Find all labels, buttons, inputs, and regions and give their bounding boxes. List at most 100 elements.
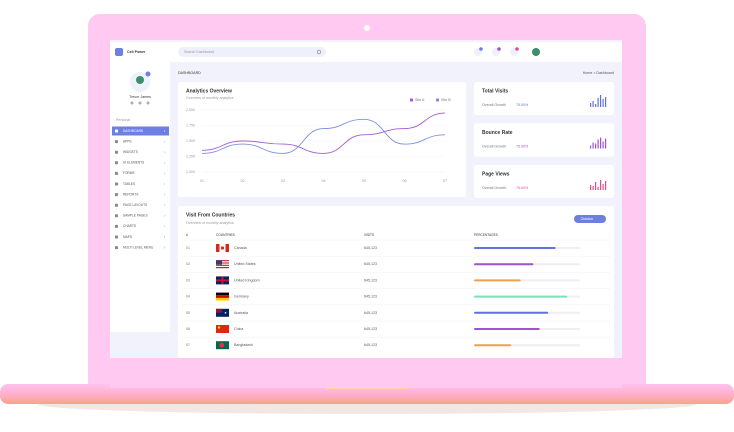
icon bbox=[130, 101, 134, 105]
avatar-head bbox=[136, 76, 144, 84]
menu-icon bbox=[115, 182, 118, 186]
line-series bbox=[201, 112, 446, 154]
filter-label: October bbox=[581, 217, 595, 221]
icon bbox=[138, 101, 142, 105]
spark-bar bbox=[592, 186, 594, 190]
country: China bbox=[234, 327, 243, 331]
y-tick-label: 2,000 bbox=[186, 108, 195, 112]
chart-subtitle: Overview of monthly analytics bbox=[186, 96, 234, 100]
menu-item[interactable]: MAPS bbox=[123, 235, 132, 239]
progress-bar bbox=[474, 247, 556, 249]
progress-bar bbox=[474, 295, 568, 298]
spark-bar bbox=[602, 99, 604, 107]
legend-label: Site B bbox=[441, 98, 451, 102]
flag bbox=[219, 342, 225, 348]
spark-bar bbox=[595, 182, 597, 190]
x-tick-label: 04 bbox=[322, 179, 326, 183]
flag bbox=[216, 261, 229, 263]
spark-bar bbox=[605, 138, 607, 149]
legend-swatch bbox=[436, 98, 439, 102]
menu-chevron bbox=[163, 129, 166, 133]
menu-chevron bbox=[163, 225, 166, 228]
brand: Cell Power bbox=[127, 50, 146, 54]
spark-bar bbox=[602, 184, 604, 190]
breadcrumb[interactable]: Home > Dashboard bbox=[583, 71, 614, 75]
status bbox=[145, 71, 151, 77]
menu-item[interactable]: WIDGETS bbox=[123, 150, 138, 154]
row-id: 05 bbox=[186, 311, 190, 315]
progress-bar bbox=[474, 328, 540, 330]
stat-title: Page Views bbox=[482, 171, 510, 177]
column-header: VISITS bbox=[364, 233, 374, 237]
menu-icon bbox=[115, 224, 118, 228]
flag bbox=[217, 326, 221, 329]
flag bbox=[225, 244, 229, 252]
progress-bar bbox=[474, 263, 534, 266]
spark-bar bbox=[602, 141, 604, 149]
flag bbox=[216, 265, 229, 268]
menu-icon bbox=[115, 235, 118, 239]
menu-item[interactable]: DASHBOARD bbox=[123, 129, 144, 133]
visits: 645,123 bbox=[364, 327, 377, 331]
analytics-card bbox=[178, 82, 466, 197]
menu-item[interactable]: CHARTS bbox=[123, 224, 136, 228]
stat-growth: 75.00% bbox=[516, 144, 529, 148]
flag bbox=[216, 292, 229, 296]
flag bbox=[216, 267, 229, 269]
visits: 645,123 bbox=[364, 343, 377, 347]
stat-growth-label: Overall Growth bbox=[482, 144, 506, 148]
flag bbox=[216, 264, 229, 266]
section-label: Personal bbox=[116, 118, 130, 122]
country: Canada bbox=[234, 246, 247, 250]
stat-card bbox=[474, 82, 614, 115]
line-series bbox=[201, 118, 446, 154]
menu-item[interactable]: PAGE LAYOUTS bbox=[123, 203, 147, 207]
page-title: DASHBOARD bbox=[178, 71, 201, 75]
country: Bangladesh bbox=[234, 343, 253, 347]
flag bbox=[216, 325, 229, 333]
badge bbox=[515, 47, 519, 51]
search-box[interactable] bbox=[178, 47, 326, 57]
visits: 645,123 bbox=[364, 262, 377, 266]
x-tick-label: 02 bbox=[241, 179, 245, 183]
flag bbox=[216, 260, 229, 262]
menu-item[interactable]: REPORTS bbox=[123, 192, 138, 196]
spark-bar bbox=[600, 180, 602, 190]
spark-bar bbox=[597, 98, 599, 107]
stat-title: Total Visits bbox=[482, 88, 508, 94]
menu-item[interactable]: SAMPLE PAGES bbox=[123, 214, 148, 218]
progress-bar bbox=[474, 311, 549, 314]
menu-icon bbox=[115, 140, 118, 144]
chart-title: Analytics Overview bbox=[186, 88, 232, 94]
spark-bar bbox=[605, 97, 607, 107]
stat-growth-label: Overall Growth bbox=[482, 186, 506, 190]
menu-item[interactable]: MULTI LEVEL MENU bbox=[123, 245, 154, 249]
y-tick-label: 1,250 bbox=[186, 154, 195, 158]
country: United States bbox=[234, 262, 256, 266]
menu-item[interactable]: UI ELEMENTS bbox=[123, 161, 144, 165]
spark-bar bbox=[600, 95, 602, 107]
visits: 645,123 bbox=[364, 311, 377, 315]
profile-avatar[interactable] bbox=[532, 48, 540, 56]
menu-chevron bbox=[163, 246, 166, 249]
table-card bbox=[178, 206, 614, 360]
menu-active bbox=[112, 126, 169, 136]
menu-icon bbox=[115, 246, 118, 250]
menu-chevron bbox=[163, 204, 166, 207]
row-id: 06 bbox=[186, 327, 190, 331]
menu-item[interactable]: APPS bbox=[123, 139, 132, 143]
flag bbox=[216, 244, 220, 252]
table-subtitle: Overview of monthly analytics bbox=[186, 221, 234, 225]
search-icon[interactable] bbox=[316, 49, 322, 55]
filter-button[interactable] bbox=[574, 215, 606, 223]
menu-item[interactable]: FORMS bbox=[123, 171, 135, 175]
visits: 645,123 bbox=[364, 295, 377, 299]
laptop-base bbox=[0, 384, 734, 404]
flag bbox=[216, 263, 229, 265]
x-tick-label: 07 bbox=[443, 179, 447, 183]
flag bbox=[216, 260, 222, 265]
spark-bar bbox=[605, 181, 607, 190]
icon bbox=[146, 101, 150, 105]
menu-item[interactable]: TABLES bbox=[123, 182, 135, 186]
